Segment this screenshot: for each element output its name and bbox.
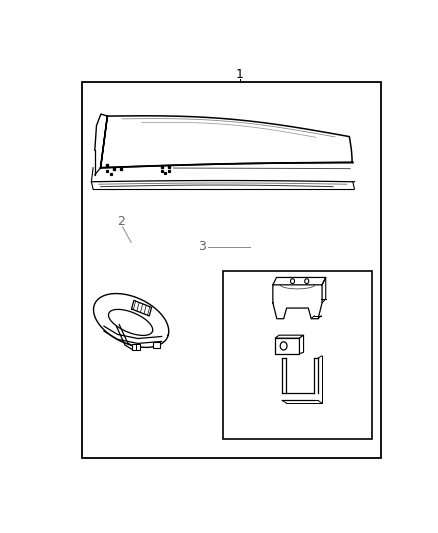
Bar: [153, 342, 160, 349]
Text: 1: 1: [236, 68, 244, 80]
Bar: [82, 83, 381, 458]
Text: 3: 3: [198, 240, 206, 253]
Circle shape: [290, 279, 294, 284]
Polygon shape: [275, 335, 304, 338]
Text: 2: 2: [117, 215, 125, 229]
Circle shape: [305, 279, 309, 284]
Polygon shape: [300, 335, 304, 354]
Bar: [275, 338, 300, 354]
Circle shape: [280, 342, 287, 350]
Bar: [132, 344, 140, 350]
Bar: [223, 271, 372, 440]
